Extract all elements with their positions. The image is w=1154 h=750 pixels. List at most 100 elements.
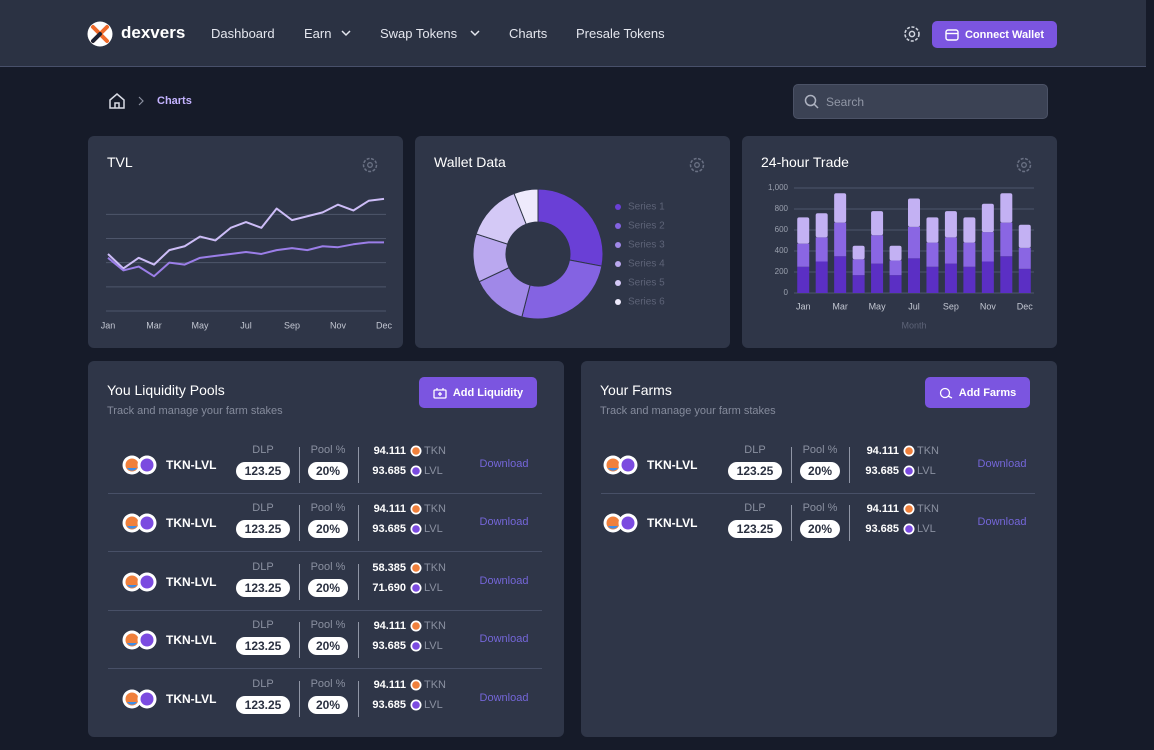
amount-b: 93.685 — [372, 523, 406, 536]
amount-a: 58.385 — [372, 561, 406, 574]
settings-icon[interactable] — [361, 156, 379, 174]
wallet-card: Wallet Data Series 1 Series 2 Series 3 Seri… — [415, 136, 730, 348]
bar-segment — [815, 237, 828, 262]
bar-segment — [834, 256, 847, 293]
column-separator — [299, 563, 300, 600]
dlp-value: 123.25 — [728, 520, 782, 539]
settings-icon[interactable] — [902, 24, 922, 44]
nav-link[interactable]: Presale Tokens — [576, 26, 665, 41]
card-subtitle: Track and manage your farm stakes — [107, 405, 283, 417]
y-tick-label: 0 — [784, 288, 789, 297]
bar-segment — [908, 226, 920, 259]
token-b-inner — [140, 633, 154, 647]
download-link[interactable]: Download — [479, 691, 529, 704]
pair-name: TKN-LVL — [166, 633, 217, 648]
nav-link[interactable]: Earn — [304, 26, 332, 41]
token-icon — [903, 503, 915, 515]
brand[interactable]: dexvers — [121, 23, 186, 42]
pool-value: 20% — [308, 520, 348, 539]
x-axis-label: Month — [901, 320, 926, 330]
download-link[interactable]: Download — [977, 516, 1027, 529]
token-a-accent — [127, 526, 137, 530]
token-a: TKN — [917, 445, 939, 457]
connect-wallet-button[interactable]: Connect Wallet — [932, 21, 1057, 48]
table-row: TKN-LVL DLP 123.25 Pool % 20% 94.111 TKN 93.685… — [88, 436, 564, 494]
token-icon — [410, 699, 422, 711]
bar-segment — [944, 237, 957, 264]
pool-value: 20% — [308, 578, 348, 597]
nav-link[interactable]: Dashboard — [211, 26, 275, 41]
column-separator — [791, 447, 792, 483]
token-b-inner — [621, 458, 635, 472]
legend-swatch — [615, 223, 621, 229]
column-separator — [358, 622, 359, 659]
button-label: Connect Wallet — [964, 28, 1045, 41]
pool-value: 20% — [308, 637, 348, 656]
pool-value: 20% — [800, 520, 840, 539]
bar-segment — [1018, 247, 1031, 269]
settings-icon[interactable] — [1015, 156, 1033, 174]
bar-segment — [981, 232, 994, 262]
token-icon — [410, 620, 422, 632]
amount-b: 93.685 — [372, 698, 406, 711]
data-line — [107, 241, 384, 278]
pool-label: Pool % — [310, 444, 346, 456]
token-b-inner — [140, 692, 154, 706]
download-link[interactable]: Download — [977, 458, 1027, 470]
bar-segment — [1000, 222, 1013, 257]
dlp-label: DLP — [252, 444, 274, 456]
row-divider — [601, 493, 1035, 494]
chevron — [470, 30, 480, 37]
token-icon — [410, 503, 422, 515]
bar-segment — [852, 259, 865, 276]
token-b-inner — [140, 516, 154, 530]
bar-segment — [889, 245, 902, 261]
chevron — [341, 30, 351, 37]
legend-swatch — [615, 261, 621, 267]
download-link[interactable]: Download — [479, 633, 529, 646]
bar-segment — [908, 198, 920, 227]
gear-ring — [362, 157, 378, 173]
pair-icon — [122, 572, 157, 592]
add-liquidity-button[interactable]: Add Liquidity — [419, 377, 537, 408]
bar-segment — [926, 266, 939, 293]
nav-link[interactable]: Swap Tokens — [380, 26, 458, 41]
legend-label: Series 4 — [628, 259, 665, 270]
table-row: TKN-LVL DLP 123.25 Pool % 20% 94.111 TKN 93.685… — [581, 436, 1057, 494]
download-link[interactable]: Download — [479, 458, 529, 470]
legend-swatch — [615, 204, 621, 210]
pool-label: Pool % — [310, 619, 346, 632]
token-icon — [410, 679, 422, 691]
logo-icon — [87, 21, 113, 47]
token-icon — [410, 582, 422, 594]
token-a: TKN — [424, 561, 446, 574]
amount-b: 93.685 — [865, 523, 899, 536]
legend-label: Series 6 — [628, 297, 665, 308]
bar-segment — [926, 242, 939, 267]
pair-icon — [122, 689, 157, 709]
search-placeholder: Search — [826, 95, 865, 109]
settings-icon[interactable] — [688, 156, 706, 174]
token-a-accent — [608, 526, 618, 530]
gear-hub — [1021, 162, 1027, 168]
pair-name: TKN-LVL — [166, 574, 217, 589]
token-a-accent — [608, 468, 618, 471]
token-icon — [410, 562, 422, 574]
dlp-value: 123.25 — [236, 520, 290, 539]
x-tick-label: Sep — [943, 301, 959, 311]
search-box[interactable]: Search — [793, 84, 1048, 119]
column-separator — [358, 563, 359, 600]
token-a: TKN — [917, 503, 939, 516]
nav-link[interactable]: Charts — [509, 26, 548, 41]
y-tick-label: 1,000 — [768, 183, 789, 192]
pair-name: TKN-LVL — [166, 691, 217, 706]
home-icon[interactable] — [108, 92, 126, 110]
legend-label: Series 1 — [628, 202, 665, 213]
x-tick-label: Jul — [240, 320, 252, 330]
download-link[interactable]: Download — [479, 574, 529, 587]
add-farms-button[interactable]: Add Farms — [925, 377, 1030, 408]
bar-segment — [871, 211, 884, 236]
breadcrumb-current[interactable]: Charts — [157, 95, 192, 107]
download-link[interactable]: Download — [479, 516, 529, 529]
amount-a: 94.111 — [373, 445, 406, 457]
